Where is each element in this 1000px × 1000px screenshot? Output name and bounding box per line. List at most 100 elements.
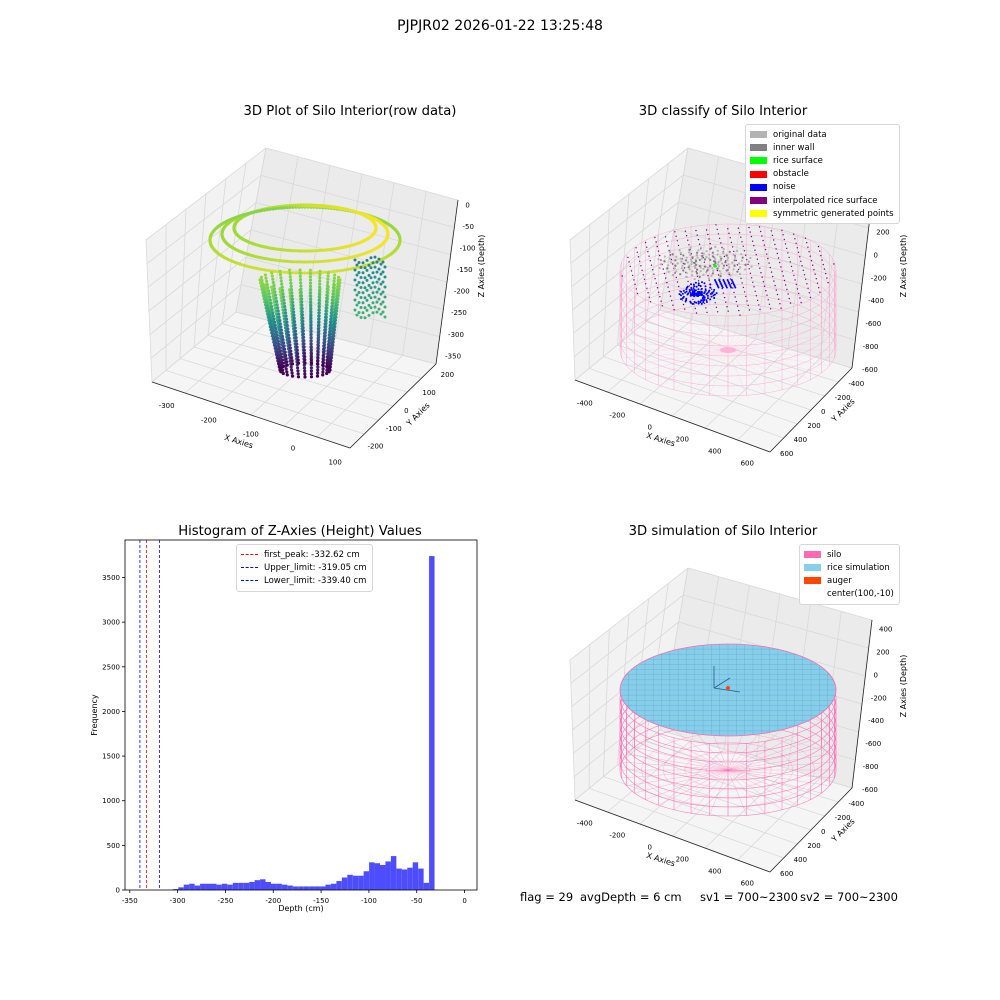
interpolated-point (678, 285, 680, 288)
x-tick-label: 600 (741, 460, 754, 468)
z-tick-label: -200 (871, 694, 887, 702)
x-tick-label: 100 (328, 458, 341, 466)
interpolated-point (787, 252, 789, 254)
data-point (268, 207, 272, 211)
interpolated-point (762, 281, 765, 283)
legend-item-rice-simulation: rice simulation (804, 561, 894, 574)
data-point (359, 276, 363, 280)
data-point (284, 314, 288, 318)
data-point (302, 339, 306, 343)
data-point (293, 326, 297, 330)
interpolated-point (779, 303, 781, 305)
data-point (263, 273, 267, 277)
data-point (331, 332, 335, 336)
data-point (276, 206, 281, 210)
data-point (273, 338, 277, 342)
data-point (371, 281, 375, 285)
interpolated-point (788, 256, 790, 259)
data-point (383, 275, 387, 279)
data-point (379, 282, 383, 286)
interpolated-point (804, 237, 807, 239)
data-point (324, 259, 328, 263)
data-point (332, 322, 336, 326)
data-point (301, 329, 305, 333)
interpolated-point (769, 308, 772, 310)
interpolated-point (729, 278, 732, 280)
interpolated-point (742, 245, 744, 247)
data-point (302, 345, 306, 349)
x-tick-label: -200 (201, 416, 217, 424)
interpolated-point (648, 296, 650, 298)
inner-wall-point (663, 255, 667, 258)
data-point (377, 277, 381, 281)
silo-floor-spoke (727, 349, 747, 396)
x-tick-label: -400 (577, 820, 593, 828)
inner-wall-point (691, 256, 694, 259)
data-point (317, 295, 321, 299)
interpolated-point (785, 284, 787, 286)
data-point (289, 349, 293, 353)
data-point (260, 209, 264, 213)
interpolated-point (797, 251, 800, 253)
y-axis-line (349, 363, 437, 449)
data-point (303, 271, 307, 275)
data-point (375, 310, 379, 314)
data-point (321, 363, 325, 367)
data-point (285, 373, 289, 377)
x-tick-label: -300 (159, 402, 175, 410)
interpolated-point (672, 263, 674, 265)
silo-floor-spoke (727, 320, 811, 351)
legend-label: auger (827, 575, 852, 586)
y-tick-label: 0 (404, 407, 408, 415)
data-point (302, 348, 306, 352)
interpolated-point (763, 244, 765, 246)
data-point (276, 354, 280, 358)
data-point (280, 285, 284, 289)
panel-1-title: 3D Plot of Silo Interior(row data) (243, 104, 457, 119)
interpolated-point (684, 308, 686, 310)
z-axis-line (435, 199, 459, 365)
interpolated-point (770, 230, 772, 232)
interpolated-point (833, 263, 835, 265)
data-point (327, 339, 331, 343)
data-point (331, 286, 336, 290)
data-point (363, 316, 367, 320)
data-point (299, 284, 303, 288)
data-point (294, 271, 298, 275)
data-point (375, 290, 379, 294)
data-point (285, 360, 289, 364)
data-point (311, 260, 315, 264)
data-point (298, 260, 302, 264)
inner-wall-point (683, 262, 686, 265)
data-point (263, 291, 267, 295)
interpolated-point (654, 278, 656, 280)
interpolated-point (621, 275, 623, 277)
data-point (279, 279, 283, 283)
data-point (330, 335, 334, 339)
footer-sv2: sv2 = 700~2300 (800, 890, 898, 904)
data-point (295, 345, 299, 349)
data-point (288, 271, 292, 276)
silo-floor-spoke (727, 349, 822, 374)
data-point (290, 260, 294, 264)
data-point (302, 366, 307, 370)
data-point (303, 375, 307, 379)
data-point (315, 374, 320, 378)
data-point (309, 358, 313, 362)
data-point (296, 375, 301, 379)
z-tick-label: -350 (445, 352, 461, 360)
data-point (336, 282, 340, 286)
interpolated-point (769, 266, 771, 269)
interpolated-point (658, 291, 660, 293)
data-point (359, 286, 363, 290)
data-point (302, 342, 306, 346)
z-axis-label: Z Axies (Depth) (477, 235, 486, 298)
interpolated-point (688, 285, 690, 287)
silo-floor-spoke (727, 306, 766, 351)
interpolated-point (708, 238, 710, 240)
data-point (309, 366, 313, 370)
data-point (327, 333, 331, 337)
interpolated-point (697, 280, 700, 282)
interpolated-point (723, 255, 726, 258)
